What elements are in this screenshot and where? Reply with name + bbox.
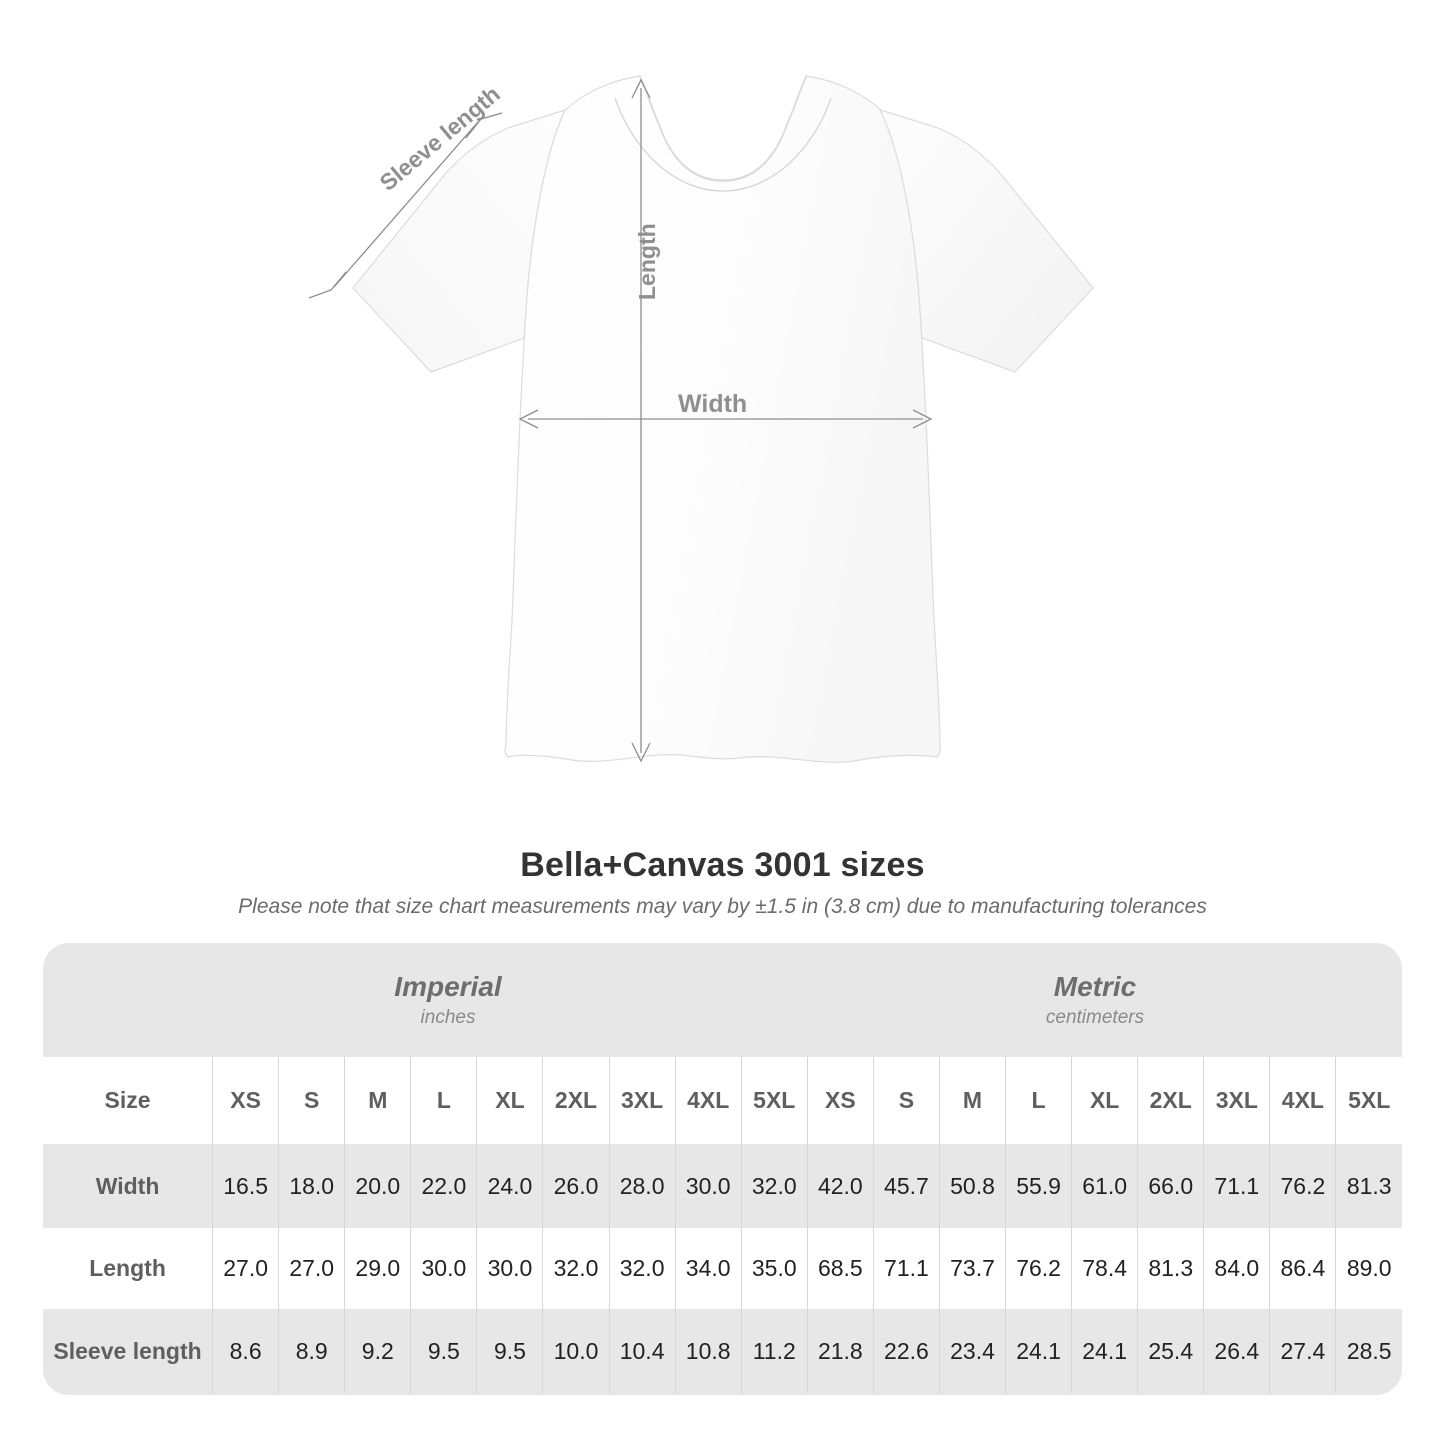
svg-text:Width: Width [678,390,747,418]
svg-text:Length: Length [634,223,660,300]
